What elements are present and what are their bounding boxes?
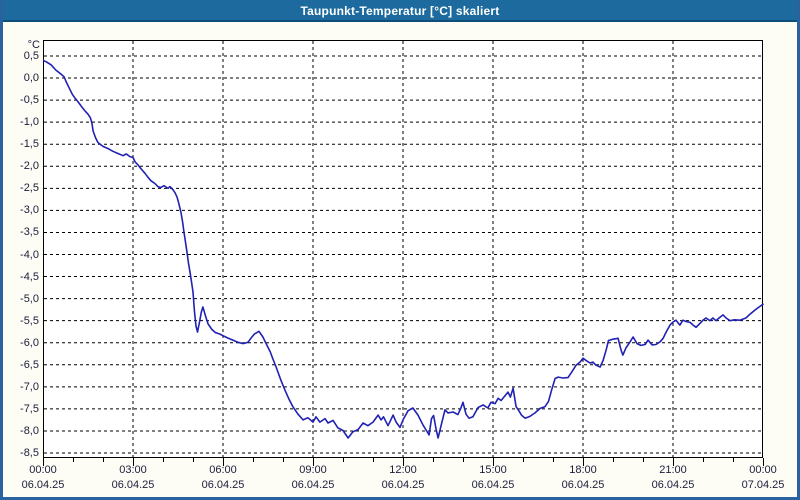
window-title: Taupunkt-Temperatur [°C] skaliert	[300, 4, 500, 18]
y-tick-label: -7,0	[20, 380, 39, 393]
y-tick-label: -0,5	[20, 94, 39, 107]
y-tick-label: -8,0	[20, 424, 39, 437]
y-tick-label: -2,5	[20, 182, 39, 195]
y-tick-label: -3,0	[20, 204, 39, 217]
x-tick-date-label: 06.04.25	[471, 479, 515, 491]
y-tick-label: -2,0	[20, 160, 39, 173]
x-tick-time-label: 03:00	[119, 464, 147, 476]
y-tick-label: -5,5	[20, 314, 39, 327]
x-tick-time-label: 00:00	[749, 464, 777, 476]
x-tick-time-label: 00:00	[29, 464, 57, 476]
x-tick-time-label: 06:00	[209, 464, 237, 476]
y-tick-label: -6,5	[20, 358, 39, 371]
x-tick-date-label: 06.04.25	[291, 479, 335, 491]
x-tick-date-label: 06.04.25	[651, 479, 695, 491]
x-tick-date-label: 06.04.25	[201, 479, 245, 491]
x-tick-time-label: 18:00	[569, 464, 597, 476]
y-tick-label: -8,5	[20, 447, 39, 459]
plot-area	[43, 40, 764, 466]
y-tick-label: -6,0	[20, 336, 39, 349]
y-tick-label: 0,5	[23, 50, 39, 62]
x-tick-time-label: 09:00	[299, 464, 327, 476]
x-tick-date-label: 07.04.25	[741, 479, 785, 491]
dewpoint-line	[43, 59, 764, 439]
window-titlebar: Taupunkt-Temperatur [°C] skaliert	[3, 0, 797, 22]
x-tick-time-label: 21:00	[659, 464, 687, 476]
y-tick-label: -4,5	[20, 270, 39, 283]
plot-frame	[43, 40, 763, 458]
y-tick-label: -3,5	[20, 226, 39, 239]
y-tick-label: -5,0	[20, 292, 39, 305]
y-tick-label: 0,0	[23, 72, 39, 85]
y-tick-label: -4,0	[20, 248, 39, 261]
y-tick-label: -1,0	[20, 116, 39, 129]
x-tick-date-label: 06.04.25	[381, 479, 425, 491]
x-tick-date-label: 06.04.25	[111, 479, 155, 491]
y-tick-label: -7,5	[20, 402, 39, 415]
y-axis-unit-label: °C	[27, 39, 40, 51]
x-tick-date-label: 06.04.25	[561, 479, 605, 491]
x-tick-date-label: 06.04.25	[21, 479, 65, 491]
y-tick-label: -1,5	[20, 138, 39, 151]
x-tick-time-label: 15:00	[479, 464, 507, 476]
x-tick-time-label: 12:00	[389, 464, 417, 476]
